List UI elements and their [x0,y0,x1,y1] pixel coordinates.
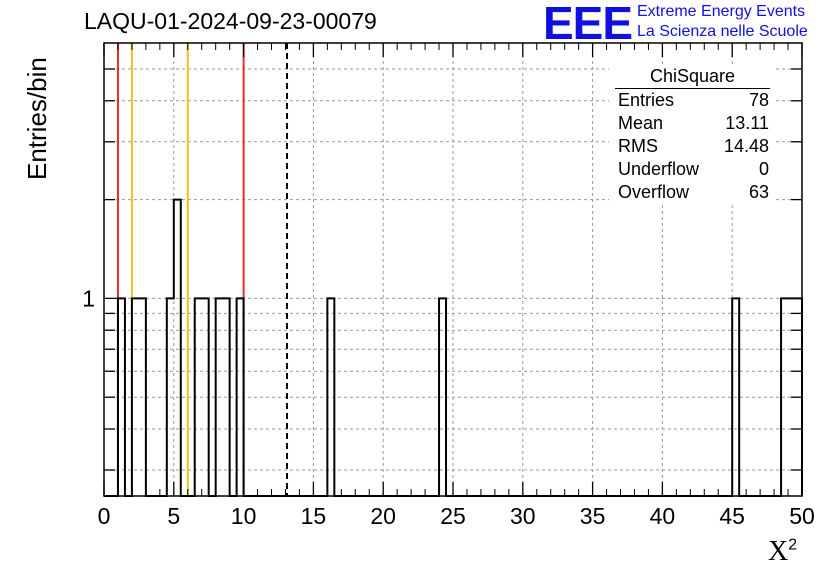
histogram-bar [174,200,181,496]
x-tick-label: 50 [789,503,815,529]
stats-label: Underflow [618,159,700,179]
stats-value: 63 [748,182,769,202]
histogram-bar [216,298,223,496]
x-tick-label: 40 [650,503,676,529]
histogram-bar [132,298,139,496]
stats-label: Mean [618,113,664,133]
stats-label: RMS [618,136,658,156]
logo-line-2: La Scienza nelle Scuole [637,23,808,40]
histogram-bar [195,298,202,496]
histogram-bar [223,298,230,496]
x-tick-label: 5 [167,503,180,529]
histogram-bar [139,298,146,496]
histogram-bar [327,298,334,496]
histogram-bar [439,298,446,496]
stats-row: Overflow 63 [609,181,776,204]
x-tick-label: 15 [301,503,327,529]
stats-value: 0 [758,159,769,179]
stats-value: 14.48 [723,136,769,156]
stats-value: 13.11 [725,113,769,133]
histogram-bar [118,298,125,496]
stats-box: ChiSquare Entries 78 Mean 13.11 RMS 14.48 Unde… [609,64,776,204]
stats-label: Overflow [618,182,690,202]
stats-row: Mean 13.11 [609,112,776,135]
x-axis-label: X2 [768,536,797,568]
stats-label: Entries [618,90,675,110]
x-tick-label: 20 [370,503,396,529]
stats-row: Underflow 0 [609,158,776,181]
stats-row: RMS 14.48 [609,135,776,158]
stats-rows: Entries 78 Mean 13.11 RMS 14.48 Underflow 0 Over… [609,89,776,204]
x-axis-label-base: X [768,536,789,567]
x-tick-label: 10 [231,503,257,529]
grid-lines [104,43,802,496]
x-axis-label-superscript: 2 [788,536,798,554]
logo-line-1: Extreme Energy Events [637,3,806,20]
y-axis-label: Entries/bin [22,57,52,180]
histogram-bar [237,298,244,496]
x-tick-label: 35 [580,503,606,529]
histogram-bar [167,298,174,496]
stats-title: ChiSquare [615,64,770,89]
histogram-bar [781,298,788,496]
histogram-bar [202,298,209,496]
chart-title: LAQU-01-2024-09-23-00079 [84,8,377,34]
x-tick-label: 45 [719,503,745,529]
eee-logo-mark: EEE [543,0,633,49]
x-tick-label: 25 [440,503,466,529]
y-tick-label: 1 [82,285,95,311]
histogram-bar [732,298,739,496]
stats-row: Entries 78 [609,89,776,112]
x-tick-label: 0 [98,503,111,529]
stats-value: 78 [748,90,769,110]
axis-ticks: 0 5 10 15 20 25 30 35 40 45 50 1 [82,43,815,529]
x-tick-label: 30 [510,503,536,529]
